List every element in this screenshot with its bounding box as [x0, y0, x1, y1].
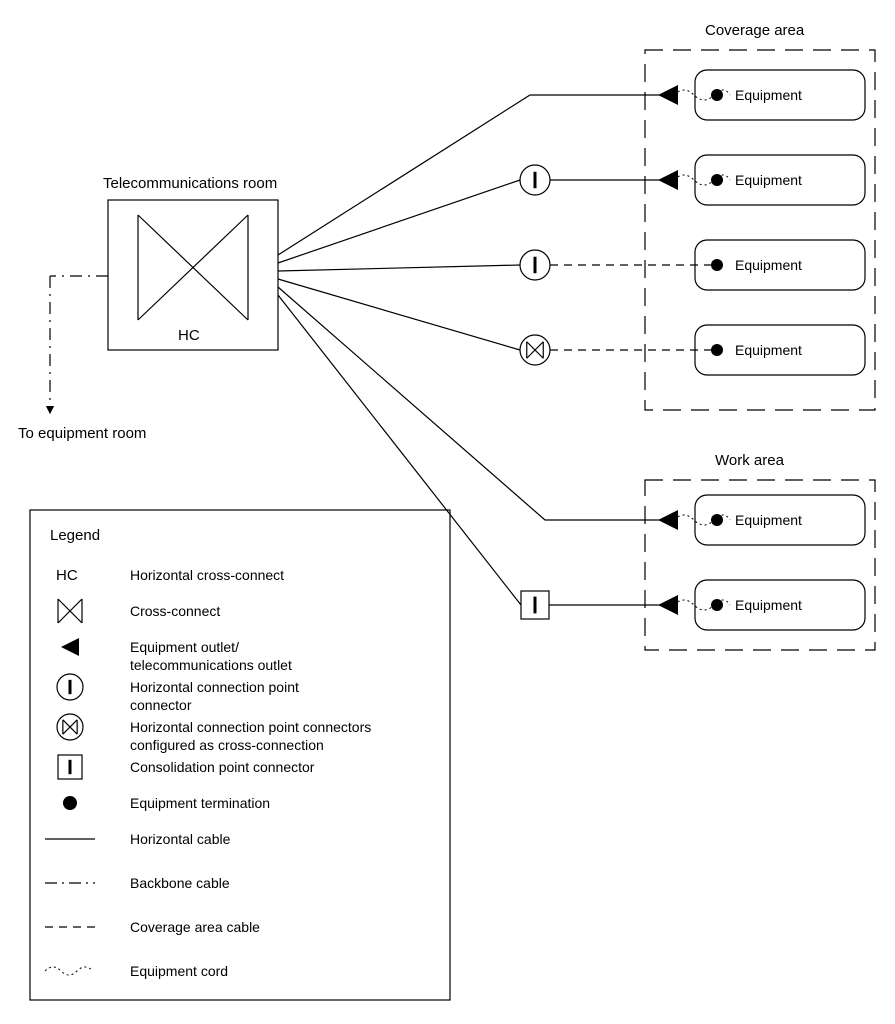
- legend-item-label: Coverage area cable: [130, 919, 260, 935]
- coverage-area-title: Coverage area: [705, 22, 805, 39]
- work-area-box: [645, 480, 875, 650]
- legend-item-label: Equipment termination: [130, 795, 270, 811]
- equipment-label: Equipment: [735, 172, 802, 188]
- legend-item-label: Cross-connect: [130, 603, 220, 619]
- equipment-label: Equipment: [735, 512, 802, 528]
- horizontal-cable: [278, 95, 660, 255]
- legend-item-label: Horizontal cable: [130, 831, 231, 847]
- legend-item-label: Horizontal connection pointconnector: [130, 679, 299, 713]
- equipment-label: Equipment: [735, 342, 802, 358]
- legend-item-label: Horizontal cross-connect: [130, 567, 284, 583]
- hc-label: HC: [178, 327, 200, 344]
- legend-item-label: Horizontal connection point connectorsco…: [130, 719, 371, 753]
- telecom-room-title: Telecommunications room: [103, 175, 277, 192]
- work-area-title: Work area: [715, 452, 785, 469]
- to-equipment-room-label: To equipment room: [18, 425, 146, 442]
- equipment-label: Equipment: [735, 597, 802, 613]
- legend-item-label: Backbone cable: [130, 875, 230, 891]
- legend-item-label: Equipment outlet/telecommunications outl…: [130, 639, 292, 673]
- equipment-label: Equipment: [735, 257, 802, 273]
- legend-item-label: Consolidation point connector: [130, 759, 315, 775]
- equipment-label: Equipment: [735, 87, 802, 103]
- legend-item-label: Equipment cord: [130, 963, 228, 979]
- legend-title: Legend: [50, 527, 100, 544]
- svg-text:HC: HC: [56, 567, 78, 584]
